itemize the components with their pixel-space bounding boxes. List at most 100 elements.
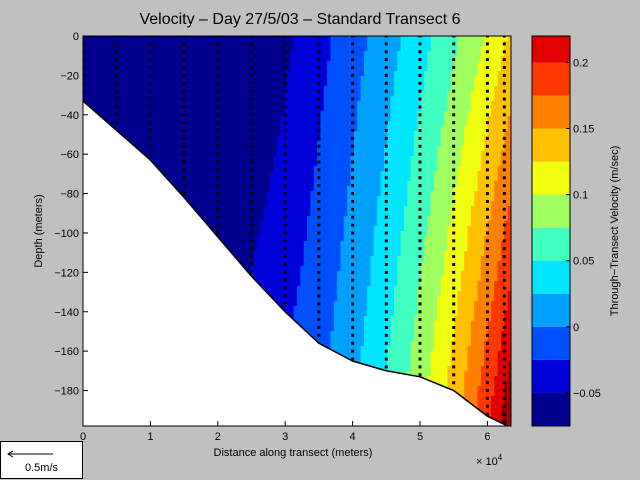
velocity-cell: [119, 41, 124, 47]
velocity-cell: [166, 116, 171, 122]
velocity-cell: [266, 251, 271, 257]
velocity-cell: [156, 56, 161, 62]
velocity-cell: [226, 171, 231, 177]
velocity-cell: [156, 141, 161, 147]
velocity-cell: [290, 221, 295, 227]
velocity-cell: [243, 106, 248, 112]
velocity-cell: [290, 176, 295, 182]
velocity-cell: [93, 81, 97, 87]
velocity-cell: [276, 121, 281, 127]
velocity-cell: [240, 216, 245, 222]
velocity-cell: [139, 121, 144, 127]
velocity-cell: [246, 161, 251, 167]
velocity-cell: [206, 111, 211, 117]
velocity-cell: [293, 261, 298, 267]
velocity-cell: [163, 126, 168, 132]
velocity-cell: [179, 61, 184, 67]
velocity-cell: [270, 106, 275, 112]
velocity-cell: [99, 76, 104, 82]
velocity-cell: [280, 236, 285, 242]
velocity-cell: [290, 101, 295, 107]
velocity-cell: [270, 131, 275, 137]
velocity-cell: [270, 186, 275, 192]
velocity-cell: [220, 41, 225, 47]
velocity-cell: [173, 111, 178, 117]
velocity-cell: [216, 146, 221, 152]
velocity-cell: [250, 161, 255, 167]
velocity-cell: [290, 146, 295, 152]
velocity-cell: [203, 176, 208, 182]
velocity-cell: [256, 106, 261, 112]
velocity-cell: [223, 46, 228, 52]
velocity-cell: [176, 61, 181, 67]
velocity-cell: [220, 106, 225, 112]
velocity-cell: [230, 246, 235, 252]
velocity-cell: [263, 206, 268, 212]
velocity-cell: [106, 101, 111, 107]
velocity-cell: [213, 56, 218, 62]
velocity-cell: [200, 46, 204, 52]
velocity-cell: [143, 101, 148, 107]
velocity-cell: [263, 126, 268, 132]
velocity-cell: [106, 86, 111, 92]
velocity-cell: [233, 91, 238, 97]
velocity-cell: [213, 126, 218, 132]
velocity-cell: [139, 36, 144, 42]
velocity-cell: [206, 201, 211, 207]
velocity-cell: [226, 91, 231, 97]
velocity-cell: [176, 56, 181, 62]
velocity-cell: [276, 236, 281, 242]
velocity-cell: [169, 116, 174, 122]
velocity-cell: [273, 236, 278, 242]
velocity-cell: [129, 56, 134, 62]
velocity-cell: [236, 66, 241, 72]
velocity-cell: [260, 156, 265, 162]
velocity-cell: [179, 136, 184, 142]
velocity-cell: [159, 121, 164, 127]
velocity-cell: [139, 71, 144, 77]
velocity-cell: [210, 66, 214, 72]
velocity-cell: [280, 271, 285, 277]
velocity-cell: [236, 166, 241, 172]
velocity-cell: [246, 261, 251, 267]
velocity-cell: [280, 146, 285, 152]
velocity-cell: [179, 146, 184, 152]
velocity-cell: [173, 91, 178, 97]
velocity-cell: [193, 201, 198, 207]
velocity-cell: [179, 181, 184, 187]
velocity-cell: [290, 241, 295, 247]
velocity-cell: [143, 66, 148, 72]
velocity-cell: [266, 276, 271, 282]
velocity-cell: [276, 96, 281, 102]
velocity-cell: [266, 141, 271, 147]
velocity-cell: [246, 181, 251, 187]
velocity-cell: [109, 81, 114, 87]
velocity-cell: [183, 181, 188, 187]
velocity-cell: [253, 211, 258, 217]
velocity-cell: [286, 86, 291, 92]
velocity-cell: [200, 66, 204, 72]
velocity-cell: [86, 36, 91, 42]
velocity-cell: [243, 86, 248, 92]
velocity-cell: [159, 96, 164, 102]
velocity-cell: [216, 126, 221, 132]
velocity-cell: [253, 261, 258, 267]
velocity-cell: [146, 101, 151, 107]
velocity-cell: [266, 76, 271, 82]
velocity-cell: [293, 146, 298, 152]
velocity-cell: [109, 61, 114, 67]
velocity-cell: [210, 206, 214, 212]
velocity-cell: [266, 151, 271, 157]
velocity-cell: [283, 251, 288, 257]
velocity-cell: [96, 36, 101, 42]
velocity-cell: [190, 161, 194, 167]
velocity-cell: [276, 91, 281, 97]
velocity-cell: [210, 141, 214, 147]
velocity-cell: [86, 71, 91, 77]
velocity-cell: [190, 76, 194, 82]
velocity-cell: [149, 101, 154, 107]
velocity-cell: [119, 56, 124, 62]
velocity-cell: [126, 91, 131, 97]
velocity-cell: [253, 161, 258, 167]
velocity-cell: [250, 126, 255, 132]
